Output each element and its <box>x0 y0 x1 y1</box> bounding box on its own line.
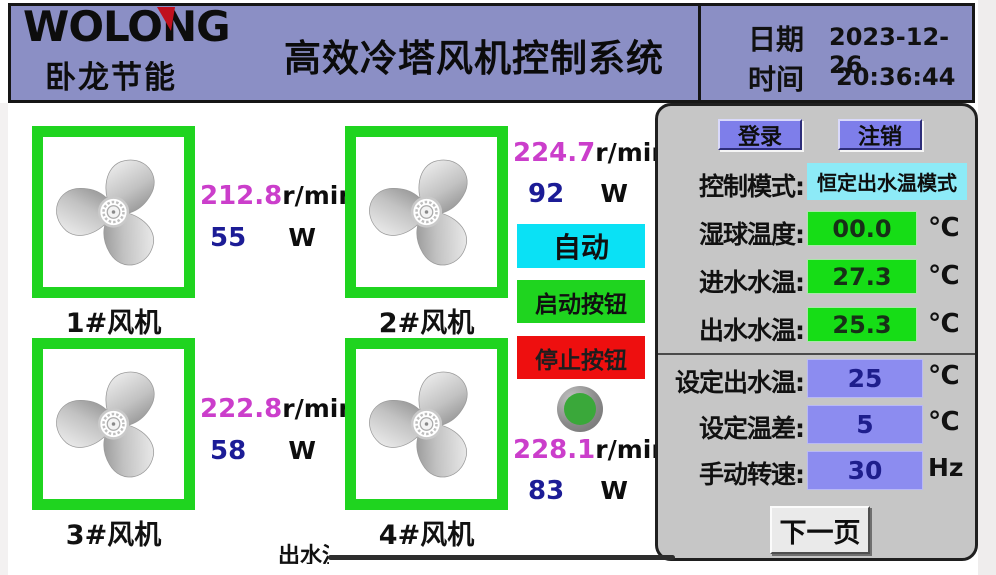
control-mode-row: 控制模式: 恒定出水温模式 <box>658 163 975 203</box>
control-mode-value[interactable]: 恒定出水温模式 <box>807 163 967 200</box>
outlet-water-temp-unit: ℃ <box>928 309 960 339</box>
fan-4-power-value: 83 <box>528 476 565 506</box>
manual-speed-unit: Hz <box>928 453 964 482</box>
wet-bulb-temp-row: 湿球温度: 00.0 ℃ <box>658 211 975 251</box>
brand-logo-subtext: 卧龙节能 <box>45 60 177 96</box>
fan-1-speed-unit: r/min <box>282 181 357 210</box>
next-page-button[interactable]: 下一页 <box>770 506 870 554</box>
logout-button[interactable]: 注销 <box>838 119 922 150</box>
time-value: 20:36:44 <box>836 63 956 91</box>
right-gutter <box>978 0 996 575</box>
fan-1-speed-value: 212.8 <box>200 181 283 211</box>
fan-2-power-unit: W <box>600 179 628 208</box>
outlet-temp-axis-line <box>328 555 675 560</box>
fan-3-speed-unit: r/min <box>282 394 357 423</box>
inlet-water-temp-unit: ℃ <box>928 261 960 291</box>
setpoint-temp-diff-label: 设定温差: <box>699 414 805 443</box>
fan-2-speed-value: 224.7 <box>513 138 596 168</box>
setpoint-outlet-temp-row: 设定出水温: 25 ℃ <box>658 359 975 399</box>
setpoint-temp-diff-input[interactable]: 5 <box>807 405 923 444</box>
inlet-water-temp-row: 进水水温: 27.3 ℃ <box>658 259 975 299</box>
fan-icon <box>51 358 176 490</box>
wet-bulb-temp-unit: ℃ <box>928 213 960 243</box>
fan-3-label: 3#风机 <box>65 520 162 551</box>
fan-4-power-unit: W <box>600 476 628 505</box>
fan-1-speed: 212.8 r/min <box>200 181 356 211</box>
control-mode-label: 控制模式: <box>699 172 805 201</box>
stop-button[interactable]: 停止按钮 <box>517 336 645 379</box>
fan-3-speed-value: 222.8 <box>200 394 283 424</box>
manual-speed-input[interactable]: 30 <box>807 451 923 490</box>
fan-2-box <box>345 126 508 298</box>
fan-1-power: 55 W <box>210 223 316 253</box>
fan-4-speed-value: 228.1 <box>513 435 596 465</box>
setpoint-temp-diff-unit: ℃ <box>928 407 960 437</box>
auto-mode-button[interactable]: 自动 <box>517 224 645 268</box>
date-label: 日期 <box>748 23 805 56</box>
page-title: 高效冷塔风机控制系统 <box>284 37 664 80</box>
indicator-green-light-icon <box>564 393 596 425</box>
run-status-indicator <box>557 386 603 432</box>
brand-logo-red-wedge-icon <box>157 7 175 31</box>
header-divider <box>698 6 701 100</box>
fan-3-power: 58 W <box>210 436 316 466</box>
fan-1-label: 1#风机 <box>65 308 162 339</box>
time-label: 时间 <box>748 63 805 96</box>
wet-bulb-temp-label: 湿球温度: <box>699 220 805 249</box>
header: WOLONG 卧龙节能 高效冷塔风机控制系统 日期 2023-12-26 时间 … <box>8 2 975 103</box>
fan-3-box <box>32 338 195 510</box>
setpoint-outlet-temp-unit: ℃ <box>928 361 960 391</box>
start-button[interactable]: 启动按钮 <box>517 280 645 323</box>
panel-divider <box>658 353 975 355</box>
wet-bulb-temp-value: 00.0 <box>807 211 917 246</box>
fan-3-speed: 222.8 r/min <box>200 394 356 424</box>
date-value: 2023-12-26 <box>829 23 950 79</box>
fan-1-box <box>32 126 195 298</box>
outlet-water-temp-row: 出水水温: 25.3 ℃ <box>658 307 975 347</box>
fan-icon <box>364 146 489 278</box>
fan-icon <box>51 146 176 278</box>
outlet-water-temp-label: 出水水温: <box>699 316 805 345</box>
fan-1-power-unit: W <box>288 223 316 252</box>
fan-3-power-value: 58 <box>210 436 247 466</box>
fan-1-power-value: 55 <box>210 223 247 253</box>
manual-speed-label: 手动转速: <box>699 460 805 489</box>
inlet-water-temp-label: 进水水温: <box>699 268 805 297</box>
fan-4-power: 83 W <box>528 476 628 506</box>
login-button[interactable]: 登录 <box>718 119 802 150</box>
setpoint-temp-diff-row: 设定温差: 5 ℃ <box>658 405 975 445</box>
fan-icon <box>364 358 489 490</box>
fan-3-power-unit: W <box>288 436 316 465</box>
manual-speed-row: 手动转速: 30 Hz <box>658 451 975 491</box>
fan-4-speed: 228.1 r/min <box>513 435 669 465</box>
left-gutter <box>0 103 8 575</box>
fan-2-power-value: 92 <box>528 179 565 209</box>
control-panel: 登录 注销 控制模式: 恒定出水温模式 湿球温度: 00.0 ℃ 进水水温: 2… <box>655 103 978 561</box>
setpoint-outlet-temp-label: 设定出水温: <box>675 368 805 397</box>
fan-2-label: 2#风机 <box>378 308 475 339</box>
fan-4-label: 4#风机 <box>378 520 475 551</box>
fan-2-speed: 224.7 r/min <box>513 138 669 168</box>
outlet-water-temp-value: 25.3 <box>807 307 917 342</box>
inlet-water-temp-value: 27.3 <box>807 259 917 294</box>
setpoint-outlet-temp-input[interactable]: 25 <box>807 359 923 398</box>
fan-2-power: 92 W <box>528 179 628 209</box>
outlet-temp-trend-label: 出水温 <box>278 544 329 564</box>
fan-4-box <box>345 338 508 510</box>
brand-logo: WOLONG <box>23 2 231 51</box>
